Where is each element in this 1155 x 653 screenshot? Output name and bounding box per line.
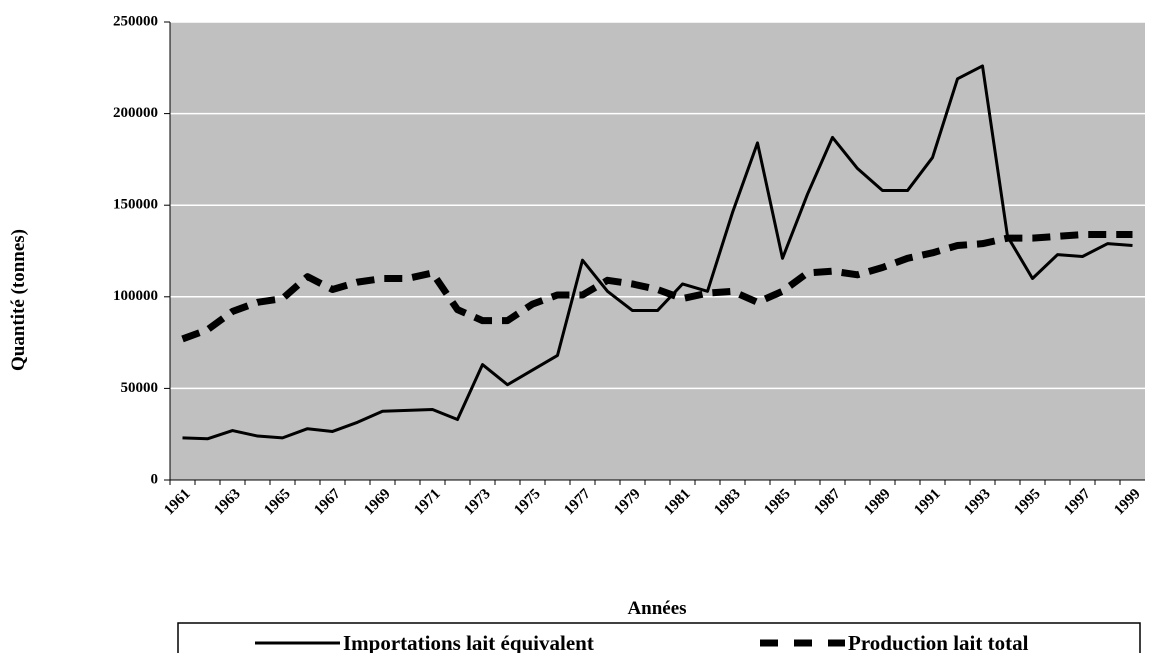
series-line	[182, 64, 1133, 441]
x-tick-label: 1993	[961, 486, 994, 519]
x-tick-label: 1997	[1061, 486, 1094, 519]
x-tick-label: 1969	[361, 486, 394, 519]
x-tick-label: 1967	[311, 486, 344, 519]
x-tick-label: 1987	[811, 486, 844, 519]
x-tick-label: 1991	[911, 486, 944, 519]
x-tick-label: 1981	[661, 486, 694, 519]
legend-label: Importations lait équivalent	[343, 631, 594, 653]
y-tick-label: 50000	[121, 380, 159, 396]
x-tick-label: 1977	[561, 486, 594, 519]
x-tick-label: 1979	[611, 486, 644, 519]
x-tick-label: 1983	[711, 486, 744, 519]
series-line	[181, 231, 1133, 343]
x-tick-label: 1971	[411, 486, 444, 519]
y-tick-label: 100000	[113, 288, 158, 304]
legend-box	[177, 622, 1141, 653]
y-tick-label: 250000	[113, 13, 158, 29]
x-tick-label: 1975	[511, 486, 544, 519]
x-tick-label: 1985	[761, 486, 794, 519]
x-tick-label: 1963	[211, 486, 244, 519]
x-tick-label: 1965	[261, 486, 294, 519]
x-axis-title: Années	[627, 598, 686, 619]
x-tick-label: 1973	[461, 486, 494, 519]
plot-area	[170, 22, 1145, 480]
y-tick-label: 200000	[113, 105, 158, 121]
y-axis-title: Quantité (tonnes)	[8, 229, 29, 371]
x-tick-label: 1989	[861, 486, 894, 519]
x-tick-label: 1995	[1011, 486, 1044, 519]
y-tick-label: 150000	[113, 197, 158, 213]
legend-label: Production lait total	[848, 631, 1029, 653]
x-tick-label: 1999	[1111, 486, 1144, 519]
y-tick-label: 0	[151, 471, 159, 487]
x-tick-label: 1961	[161, 486, 194, 519]
